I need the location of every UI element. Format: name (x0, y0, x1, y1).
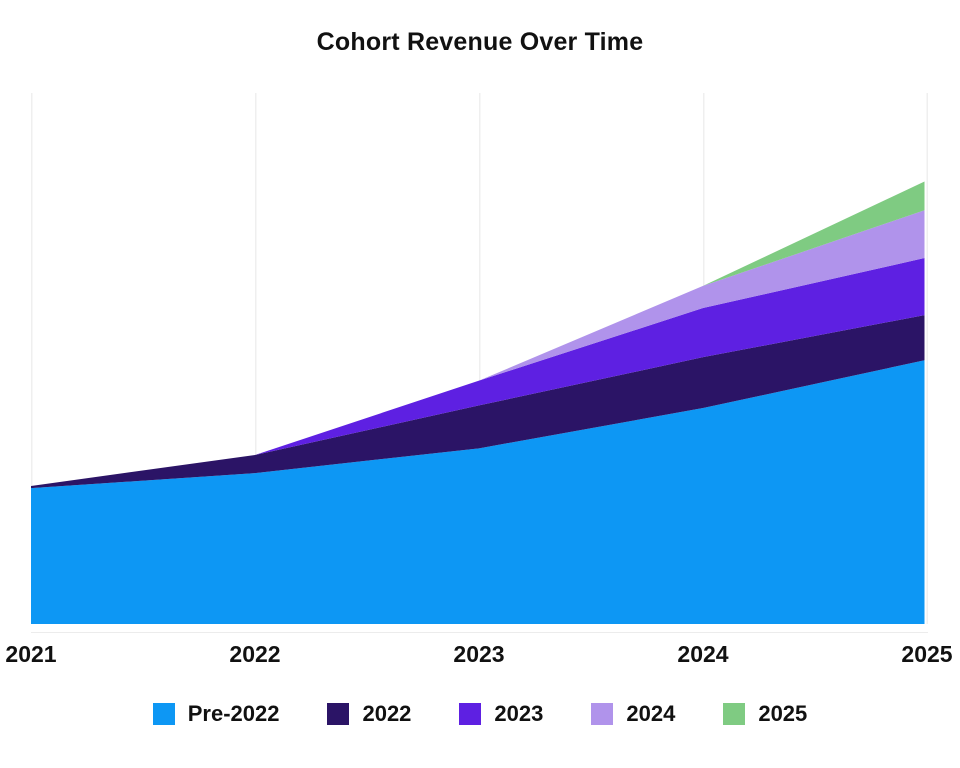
legend-swatch (459, 703, 482, 725)
legend-item: 2022 (327, 701, 411, 727)
legend: Pre-2022 2022 2023 2024 2025 (0, 699, 960, 729)
legend-swatch (152, 703, 175, 725)
legend-swatch (723, 703, 746, 725)
x-axis-label: 2022 (229, 641, 281, 667)
legend-item: 2023 (459, 701, 543, 727)
stacked-area-chart (31, 93, 928, 624)
x-axis: 2021 2022 2023 2024 2025 (0, 641, 960, 671)
legend-label: 2022 (362, 701, 412, 726)
legend-item: 2025 (723, 701, 807, 727)
x-axis-label: 2024 (677, 641, 729, 667)
legend-label: Pre-2022 (187, 701, 280, 726)
legend-swatch (327, 703, 350, 725)
legend-label: 2025 (758, 701, 808, 726)
legend-label: 2023 (494, 701, 544, 726)
x-axis-label: 2025 (901, 641, 953, 667)
legend-swatch (591, 703, 614, 725)
chart-title: Cohort Revenue Over Time (316, 28, 644, 56)
legend-item: 2024 (591, 701, 675, 727)
legend-item: Pre-2022 (152, 701, 280, 727)
x-axis-line (31, 632, 928, 633)
x-axis-label: 2021 (5, 641, 57, 667)
plot-area (31, 93, 928, 624)
legend-label: 2024 (626, 701, 676, 726)
x-axis-label: 2023 (453, 641, 505, 667)
